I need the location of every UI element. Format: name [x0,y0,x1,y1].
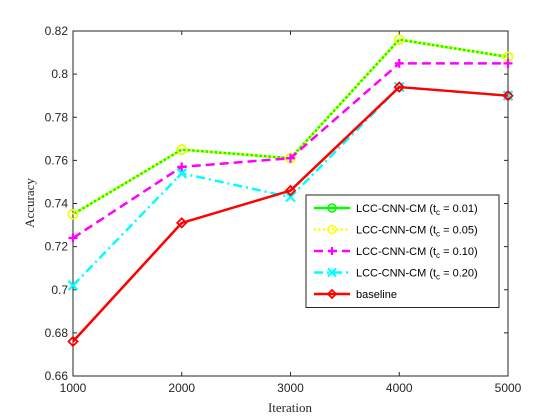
data-point-marker [67,208,79,220]
y-axis-label: Accuracy [22,178,37,228]
data-point-marker [327,224,337,235]
legend-label: LCC-CNN-CM (tc = 0.10) [356,246,478,260]
data-point-marker [176,168,188,179]
y-tick-label: 0.74 [45,197,69,211]
legend-item: baseline [314,288,397,301]
legend-label-subscript: c [436,251,440,260]
data-point-marker [67,335,79,348]
data-point-marker [68,233,78,243]
legend-label-tail: = 0.10) [440,246,478,258]
y-tick-label: 0.7 [51,283,68,297]
data-point-marker [67,280,79,291]
data-point-marker [393,34,405,45]
x-axis-label: Iteration [268,400,313,415]
legend-label-subscript: c [436,208,440,217]
data-point-marker [176,144,188,155]
legend-label-main: LCC-CNN-CM (t [356,268,436,280]
data-point-marker [175,217,188,229]
axes: 1000 2000 3000 4000 5000 0.66 0.68 0.7 0.72 0.74 0… [45,24,522,395]
data-point-marker [284,184,297,197]
series-layer [67,34,514,348]
legend-label: LCC-CNN-CM (tc = 0.01) [356,203,478,217]
data-point-marker [393,81,406,93]
data-point-marker [177,162,187,172]
x-tick-label: 4000 [386,381,413,395]
legend-label-tail: = 0.05) [440,225,478,237]
legend-label-subscript: c [436,273,440,282]
data-point-marker [502,90,514,101]
data-point-marker [327,267,337,278]
y-tick-label: 0.66 [45,369,69,383]
y-tick-label: 0.68 [45,326,69,340]
legend-label-main: LCC-CNN-CM (t [356,246,436,258]
x-tick-label: 1000 [60,381,87,395]
data-point-marker [394,58,404,68]
legend-item: LCC-CNN-CM (tc = 0.10) [314,246,478,260]
legend-item: LCC-CNN-CM (tc = 0.20) [314,268,478,282]
y-tick-label: 0.8 [51,67,68,81]
legend-item: LCC-CNN-CM (tc = 0.05) [314,225,478,239]
legend-label: LCC-CNN-CM (tc = 0.05) [356,225,478,239]
data-point-marker [502,89,514,102]
y-tick-label: 0.76 [45,153,69,167]
legend-label: baseline [356,289,397,301]
data-point-marker [327,203,337,213]
y-tick-label: 0.82 [45,24,69,38]
legend-label: LCC-CNN-CM (tc = 0.20) [356,268,478,282]
data-point-marker [285,191,296,203]
legend-box [305,194,500,308]
y-tick-label: 0.78 [45,110,69,124]
data-point-marker [286,153,295,163]
legend-label-tail: = 0.01) [440,203,478,215]
data-point-marker [328,247,336,255]
legend-label-main: baseline [356,289,397,301]
legend-label-tail: = 0.20) [440,268,478,280]
x-tick-label: 2000 [168,381,195,395]
legend-label-subscript: c [436,230,440,239]
legend-label-main: LCC-CNN-CM (t [356,203,436,215]
series-2 [68,58,513,243]
data-point-marker [503,58,513,68]
legend-item: LCC-CNN-CM (tc = 0.01) [314,203,478,217]
legend-label-main: LCC-CNN-CM (t [356,225,436,237]
y-tick-label: 0.72 [45,240,69,254]
x-tick-label: 5000 [495,381,522,395]
legend: LCC-CNN-CM (tc = 0.01)LCC-CNN-CM (tc = 0… [305,194,500,308]
series-line [72,85,509,343]
data-point-marker [326,288,338,300]
series-4 [67,81,514,348]
x-tick-label: 3000 [277,381,304,395]
